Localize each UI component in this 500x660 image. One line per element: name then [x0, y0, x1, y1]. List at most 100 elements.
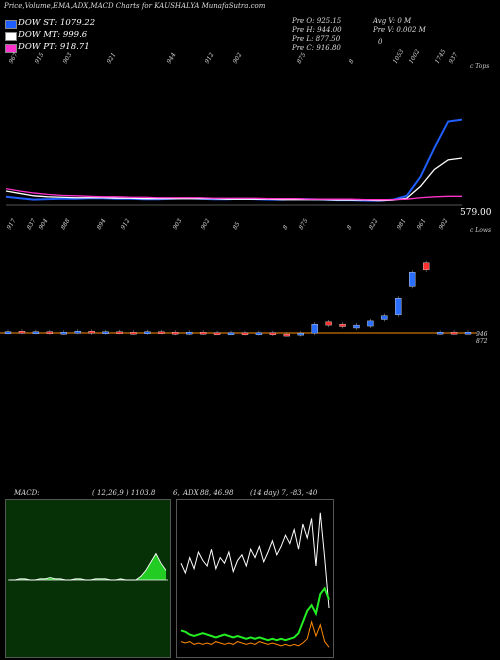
ema-series-line [5, 157, 463, 202]
macd-histogram [10, 553, 166, 580]
candlesticks [0, 260, 476, 337]
candle-body [74, 331, 81, 334]
low-value-label: 904 [38, 217, 50, 231]
candle-body [395, 297, 402, 315]
adx-series-line [180, 512, 330, 609]
candle-body [186, 332, 193, 335]
candle-body [339, 323, 346, 327]
candle-body [297, 332, 304, 336]
price-marker-label: 579.00 [460, 208, 492, 218]
candle-body [32, 331, 40, 334]
right-label-low: 872 [476, 338, 488, 345]
top-value-label: 1745 [434, 48, 448, 65]
candle-body [436, 332, 444, 335]
legend-dow-st: DOW ST: 1079.22 [18, 18, 96, 28]
candle-body [450, 332, 458, 335]
candle-body [116, 331, 123, 334]
tops-axis-label: c Tops [470, 63, 490, 70]
candle-body [464, 332, 472, 335]
low-value-label: 912 [120, 217, 132, 231]
low-value-label: 981 [396, 218, 408, 231]
legend-swatch-mt [5, 32, 17, 41]
low-value-label: 822 [368, 217, 380, 231]
candle-body [325, 321, 332, 326]
legend-dow-mt: DOW MT: 999.6 [18, 30, 88, 40]
candle-body [283, 333, 290, 337]
tops-labels: 967 915 903 921 944 912 902 875 8 1053 1002 1745 937 [8, 48, 460, 65]
top-value-label: 902 [232, 51, 244, 65]
candle-body [102, 331, 109, 334]
top-value-label: 1053 [392, 48, 406, 65]
low-value-label: 917 [6, 217, 18, 231]
candle-body [158, 331, 165, 334]
candle-body [213, 332, 221, 335]
stat-pre-open: Pre O: 925.15 [292, 17, 342, 25]
candle-body [130, 332, 137, 335]
candle-body [422, 262, 430, 271]
candle-body [241, 332, 249, 335]
top-value-label: 944 [166, 51, 178, 65]
legend-swatch-pt [5, 44, 17, 53]
candle-body [18, 331, 26, 334]
top-value-label: 8 [348, 58, 356, 65]
stat-pre-close: Pre C: 916.80 [292, 44, 341, 52]
ema-lines [5, 118, 463, 206]
low-value-label: 837 [26, 217, 38, 231]
top-value-label: 967 [8, 51, 20, 65]
candle-body [46, 331, 54, 334]
candle-body [367, 320, 374, 327]
low-value-label: 8 [346, 224, 354, 231]
low-value-label: 902 [200, 217, 212, 231]
adx-series-line [180, 586, 330, 642]
legend-swatch-st [5, 20, 17, 29]
candle-body [227, 332, 235, 335]
top-value-label: 937 [448, 51, 460, 65]
lows-labels: 917 837 904 888 894 912 903 902 85 8 875 8 822 981 961… [6, 217, 450, 231]
top-value-label: 915 [34, 51, 46, 65]
stat-pre-volume: Pre V: 0.002 M [373, 26, 426, 34]
candle-body [144, 331, 151, 334]
low-value-label: 875 [298, 217, 310, 231]
candle-body [88, 331, 95, 334]
adx-label: ADX [183, 489, 199, 497]
candle-body [255, 332, 263, 335]
adx-series-line [180, 620, 330, 648]
adx-panel [176, 499, 334, 658]
stat-pre-high: Pre H: 944.00 [292, 26, 342, 34]
stat-avg-volume: Avg V: 0 M [373, 17, 412, 25]
candle-body [199, 332, 207, 335]
right-label-high: 946 [476, 331, 488, 338]
candle-body [269, 332, 277, 335]
top-value-label: 921 [106, 52, 118, 65]
low-value-label: 894 [96, 217, 108, 231]
candle-body [311, 323, 318, 334]
ema-series-line [5, 118, 463, 202]
lows-axis-label: c Lows [470, 227, 492, 234]
candle-body [381, 315, 388, 320]
macd-panel [5, 499, 171, 658]
candle-body [409, 271, 416, 287]
candle-body [60, 332, 67, 335]
low-value-label: 8 [282, 224, 290, 231]
adx-prefix: 6, [173, 489, 180, 497]
legend-dow-pt: DOW PT: 918.71 [18, 42, 90, 52]
macd-label: MACD: [14, 489, 40, 497]
ema-series-line [5, 188, 462, 201]
low-value-label: 902 [438, 217, 450, 231]
adx-params: (14 day) 7, -83, -40 [250, 489, 318, 497]
chart-header-title: Price,Volume,EMA,ADX,MACD Charts for KAU… [4, 2, 266, 10]
macd-chart [8, 552, 168, 581]
adx-chart [180, 512, 330, 648]
top-value-label: 912 [204, 51, 216, 65]
low-value-label: 888 [60, 217, 72, 231]
candle-body [172, 332, 179, 335]
top-value-label: 903 [62, 51, 74, 65]
top-value-label: 875 [296, 51, 308, 65]
low-value-label: 961 [416, 218, 428, 231]
candle-body [4, 331, 12, 334]
stat-zero: 0 [378, 38, 383, 46]
candle-body [353, 324, 360, 329]
adx-values: 88, 46.98 [200, 489, 234, 497]
macd-values: ( 12,26,9 ) 1103.8 [92, 489, 156, 497]
